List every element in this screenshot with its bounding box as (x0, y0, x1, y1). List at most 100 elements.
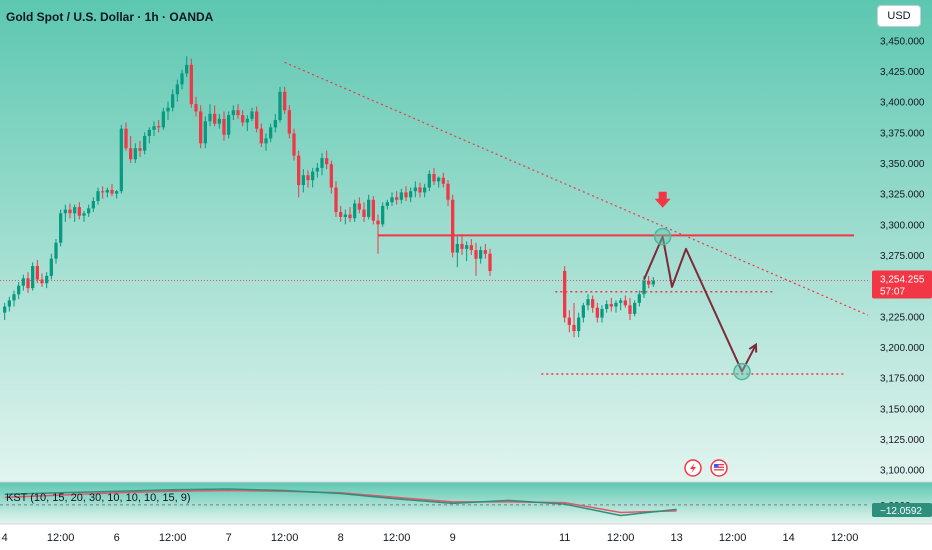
candle[interactable] (110, 183, 114, 197)
candle[interactable] (54, 239, 58, 264)
candle[interactable] (152, 121, 156, 136)
candle[interactable] (479, 246, 483, 264)
candle[interactable] (348, 207, 352, 222)
candle[interactable] (203, 116, 207, 149)
candle[interactable] (269, 123, 273, 143)
candle[interactable] (572, 302, 576, 338)
candle[interactable] (143, 132, 147, 155)
kst-value-tag[interactable]: −12.0592 (872, 503, 932, 517)
candle[interactable] (259, 123, 263, 148)
candle[interactable] (591, 295, 595, 313)
candle[interactable] (367, 194, 371, 220)
candle[interactable] (301, 169, 305, 193)
candle[interactable] (175, 79, 179, 102)
candle[interactable] (17, 281, 21, 300)
candle[interactable] (63, 204, 67, 222)
candle[interactable] (469, 239, 473, 255)
candle[interactable] (292, 128, 296, 161)
candle[interactable] (339, 205, 343, 222)
candle[interactable] (409, 187, 413, 203)
candle[interactable] (194, 96, 198, 117)
kst-line[interactable] (4, 488, 677, 517)
candle[interactable] (217, 113, 221, 129)
candle[interactable] (68, 203, 72, 219)
candle[interactable] (320, 153, 324, 176)
candle[interactable] (87, 204, 91, 217)
candle[interactable] (264, 133, 268, 151)
candle[interactable] (129, 135, 133, 163)
candle[interactable] (105, 187, 109, 198)
us-flag-event-icon[interactable] (710, 459, 728, 477)
candle[interactable] (465, 241, 469, 262)
candle[interactable] (161, 107, 165, 130)
candle[interactable] (488, 248, 492, 276)
candle[interactable] (283, 86, 287, 114)
kst-signal-line[interactable] (4, 489, 677, 514)
candle[interactable] (329, 160, 333, 194)
candle[interactable] (147, 127, 151, 144)
candle[interactable] (222, 111, 226, 141)
candle[interactable] (385, 199, 389, 210)
candle[interactable] (241, 110, 245, 127)
candle[interactable] (455, 236, 459, 268)
candle[interactable] (306, 170, 310, 188)
candle[interactable] (101, 186, 105, 199)
candle[interactable] (21, 274, 25, 291)
candle[interactable] (474, 242, 478, 276)
candle[interactable] (77, 202, 81, 220)
candle[interactable] (213, 105, 217, 127)
candle[interactable] (180, 69, 184, 90)
candle[interactable] (586, 294, 590, 311)
candle[interactable] (647, 275, 651, 289)
candle[interactable] (119, 124, 123, 194)
candle[interactable] (273, 113, 277, 133)
candle[interactable] (451, 194, 455, 258)
candle[interactable] (390, 192, 394, 206)
down-arrow-icon[interactable] (654, 191, 671, 208)
candle[interactable] (651, 277, 655, 287)
candle[interactable] (35, 259, 39, 284)
candle[interactable] (255, 106, 259, 133)
candle[interactable] (628, 297, 632, 321)
candle[interactable] (231, 105, 235, 121)
candle[interactable] (605, 300, 609, 313)
candle[interactable] (399, 188, 403, 204)
candle[interactable] (460, 234, 464, 255)
candle[interactable] (563, 266, 567, 323)
candle[interactable] (404, 186, 408, 202)
candle[interactable] (595, 302, 599, 323)
candle[interactable] (357, 197, 361, 214)
highlight-circle[interactable] (733, 362, 751, 381)
candle[interactable] (3, 302, 7, 321)
candle[interactable] (315, 162, 319, 178)
candle[interactable] (623, 295, 627, 308)
candle[interactable] (138, 140, 142, 157)
candle[interactable] (437, 176, 441, 188)
trendline-resistance[interactable] (284, 61, 869, 316)
candle[interactable] (395, 191, 399, 205)
currency-button[interactable]: USD (877, 5, 921, 27)
candle[interactable] (7, 296, 11, 312)
candle[interactable] (413, 181, 417, 198)
candle[interactable] (227, 111, 231, 139)
candle[interactable] (82, 210, 86, 222)
candle[interactable] (600, 305, 604, 323)
candle[interactable] (124, 122, 128, 151)
candle[interactable] (343, 209, 347, 225)
candle[interactable] (250, 107, 254, 122)
candle[interactable] (371, 196, 375, 225)
highlight-circle[interactable] (653, 227, 672, 246)
candle[interactable] (311, 167, 315, 188)
symbol-title[interactable]: Gold Spot / U.S. Dollar · 1h · OANDA (6, 10, 214, 24)
candle[interactable] (619, 297, 623, 311)
candle[interactable] (157, 120, 161, 133)
candle[interactable] (446, 180, 450, 206)
candle[interactable] (577, 312, 581, 338)
candle[interactable] (362, 202, 366, 222)
candle[interactable] (334, 181, 338, 217)
candle[interactable] (297, 150, 301, 198)
candle[interactable] (12, 290, 16, 307)
candle[interactable] (45, 272, 49, 289)
candle[interactable] (423, 183, 427, 198)
